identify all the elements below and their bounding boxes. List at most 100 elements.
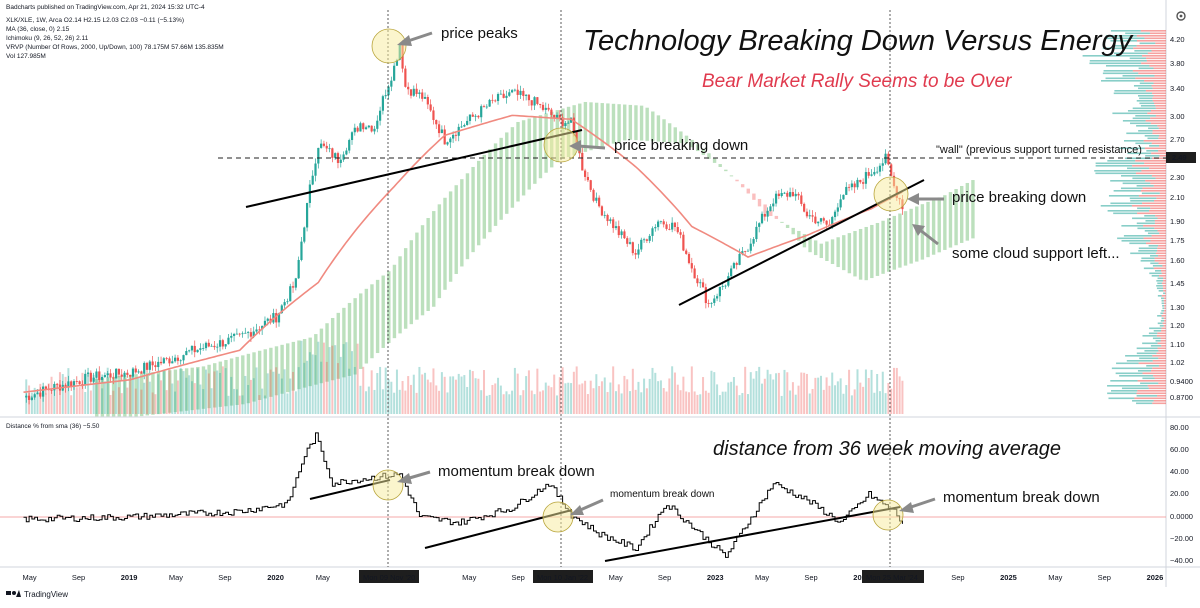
candle-body <box>435 119 438 125</box>
cloud-segment <box>302 339 307 388</box>
volume-profile-down <box>1151 370 1166 372</box>
volume-bar <box>640 392 643 414</box>
cloud-segment <box>510 127 515 208</box>
candle-body <box>679 232 682 235</box>
arrow-cloud <box>912 224 939 246</box>
volume-profile-up <box>1115 372 1143 375</box>
volume-profile-down <box>1151 235 1166 237</box>
candle-body <box>98 371 101 380</box>
cloud-segment <box>701 148 706 155</box>
candle-body <box>151 361 154 366</box>
candle-body <box>803 203 806 212</box>
volume-profile-down <box>1154 222 1166 225</box>
candle-body <box>286 301 289 303</box>
volume-bar <box>811 388 814 414</box>
candle-body <box>188 350 191 352</box>
volume-bar <box>659 380 662 414</box>
candle-body <box>499 93 502 95</box>
volume-profile-down <box>1155 177 1166 180</box>
volume-bar <box>676 384 679 414</box>
volume-bar <box>390 381 393 414</box>
cloud-segment <box>465 173 470 260</box>
volume-profile-down <box>1159 192 1166 195</box>
volume-bar <box>106 367 109 414</box>
cloud-segment <box>870 224 874 279</box>
candle-body <box>564 123 567 127</box>
volume-bar <box>850 395 853 414</box>
volume-profile-up <box>1105 35 1137 37</box>
candle-body <box>471 114 474 117</box>
volume-profile-up <box>1130 200 1155 202</box>
settings-icon[interactable] <box>1176 11 1186 21</box>
candle-body <box>533 97 536 106</box>
candle-body <box>550 109 553 115</box>
candle-body <box>707 303 710 304</box>
oscillator-axis[interactable]: 80.00 60.00 40.00 20.00 0.0000 −20.00 −4… <box>1170 423 1193 565</box>
volume-profile-up <box>1138 67 1154 70</box>
volume-bar <box>696 394 699 414</box>
volume-bar <box>772 379 775 414</box>
candle-body <box>758 223 761 227</box>
volume-profile-down <box>1135 77 1166 80</box>
price-axis[interactable]: 4.20 3.80 3.40 3.00 2.70 2.49 2.30 2.10 … <box>1166 35 1196 402</box>
volume-profile-up <box>1117 237 1144 240</box>
volume-bar <box>393 392 396 414</box>
volume-bar <box>95 372 98 414</box>
volume-profile-down <box>1161 315 1166 317</box>
candle-body <box>232 333 236 336</box>
candle-body <box>78 381 81 385</box>
volume-profile-up <box>1102 72 1139 75</box>
candle-body <box>409 89 413 96</box>
candle-body <box>752 239 755 244</box>
momentum-circle-1 <box>372 469 404 501</box>
cloud-segment <box>797 230 801 241</box>
candle-body <box>794 193 797 197</box>
candle-body <box>876 171 879 173</box>
volume-bar <box>553 374 556 414</box>
volume-profile-down <box>1162 322 1166 325</box>
candle-body <box>612 219 615 229</box>
volume-profile-up <box>1130 122 1151 125</box>
candle-body <box>283 302 286 306</box>
candle-body <box>859 179 862 183</box>
volume-bar <box>800 372 803 414</box>
volume-bar <box>682 376 685 414</box>
volume-profile-up <box>1113 92 1153 95</box>
volume-bar <box>508 394 511 414</box>
candle-body <box>724 285 727 287</box>
volume-profile-up <box>1114 90 1146 92</box>
candle-body <box>488 99 491 107</box>
volume-bar <box>867 378 870 414</box>
volume-bar <box>634 389 637 414</box>
cloud-segment <box>471 166 475 253</box>
volume-bar <box>286 393 289 414</box>
x-tick: 2019 <box>121 573 138 582</box>
volume-bar <box>292 371 295 414</box>
volume-profile-up <box>1139 97 1153 100</box>
candle-body <box>878 165 882 172</box>
volume-profile-down <box>1152 87 1166 90</box>
candle-body <box>685 250 688 254</box>
volume-profile-up <box>1141 192 1160 195</box>
volume-profile-up <box>1145 155 1160 157</box>
candle-body <box>558 114 561 118</box>
candle-body <box>783 192 786 194</box>
volume-profile-up <box>1127 110 1151 112</box>
volume-bar <box>219 372 222 414</box>
volume-bar <box>581 383 584 414</box>
volume-bar <box>513 367 516 414</box>
arrow-momentum-2 <box>570 498 604 515</box>
volume-profile-up <box>1122 120 1146 122</box>
ichimoku-cloud <box>95 101 975 417</box>
candle-body <box>356 127 359 132</box>
x-tick: 2026 <box>1147 573 1164 582</box>
volume-bar <box>300 340 303 414</box>
volume-bar <box>564 383 567 414</box>
candle-body <box>867 172 870 176</box>
volume-bar <box>710 370 713 414</box>
volume-profile-up <box>1162 307 1165 310</box>
candle-body <box>277 313 281 323</box>
volume-bar <box>252 378 255 414</box>
volume-bar <box>887 382 890 414</box>
